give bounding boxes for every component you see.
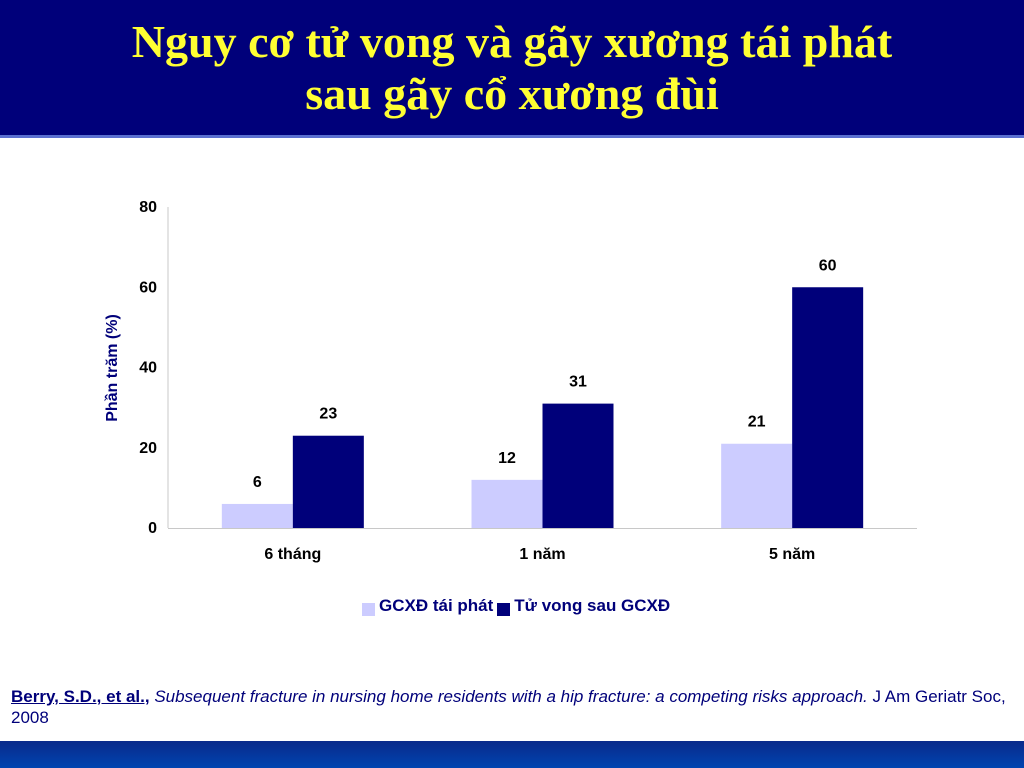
y-tick-label: 20	[139, 440, 157, 457]
x-tick-label: 5 năm	[769, 546, 815, 563]
y-axis-label: Phần trăm (%)	[104, 314, 121, 422]
data-label: 6	[253, 474, 262, 491]
title-banner: Nguy cơ tử vong và gãy xương tái phát sa…	[0, 0, 1024, 135]
legend-swatch-light	[362, 602, 375, 616]
bar	[221, 503, 293, 528]
bar-chart: 0 20 40 60 80 Phần trăm (%) 6 23 6 tháng 12 31 1 nă…	[104, 199, 917, 563]
citation-authors[interactable]: Berry, S.D., et al.,	[11, 687, 150, 706]
legend-item-mortality: Tử vong sau GCXĐ	[497, 596, 670, 616]
footer-bar	[0, 741, 1024, 768]
x-tick-label: 1 năm	[519, 546, 565, 563]
legend-label-recurrent-fracture: GCXĐ tái phát	[379, 596, 494, 615]
page-title-line-1: Nguy cơ tử vong và gãy xương tái phát	[131, 15, 893, 67]
header-divider	[0, 135, 1024, 138]
bar	[721, 443, 793, 528]
citation-title: Subsequent fracture in nursing home resi…	[154, 687, 868, 706]
citation: Berry, S.D., et al., Subsequent fracture…	[11, 686, 1016, 728]
y-tick-label: 40	[139, 360, 157, 377]
data-label: 23	[319, 406, 337, 423]
chart-legend: GCXĐ tái phát Tử vong sau GCXĐ	[362, 596, 674, 616]
bar	[792, 287, 864, 528]
data-label: 60	[819, 257, 837, 274]
data-label: 21	[748, 414, 766, 431]
data-label: 12	[498, 450, 516, 467]
page-title-line-2: sau gãy cổ xương đùi	[305, 67, 719, 119]
bar	[542, 403, 614, 528]
y-tick-label: 60	[139, 279, 157, 296]
x-tick-label: 6 tháng	[264, 546, 321, 563]
y-tick-label: 0	[148, 520, 157, 537]
bar	[292, 435, 364, 528]
data-label: 31	[569, 374, 587, 391]
legend-label-mortality: Tử vong sau GCXĐ	[514, 596, 671, 615]
legend-swatch-dark	[497, 602, 511, 616]
y-tick-label: 80	[139, 199, 157, 216]
legend-item-recurrent-fracture: GCXĐ tái phát	[362, 596, 493, 616]
citation-journal: J Am Geriatr Soc, 2008	[11, 687, 1006, 727]
bar	[471, 479, 543, 528]
